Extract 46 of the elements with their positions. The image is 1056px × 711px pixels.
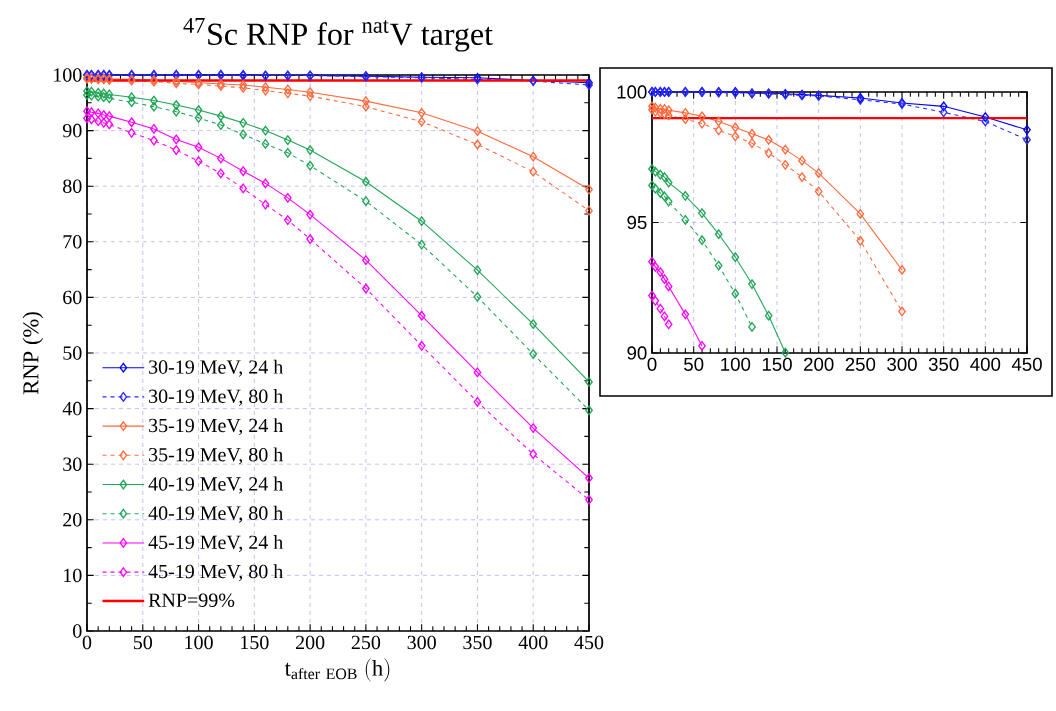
- x-tick-label: 400: [518, 635, 548, 650]
- x-tick-label: 0: [82, 635, 92, 650]
- y-tick-label: 70: [63, 235, 82, 249]
- x-tick-label: 450: [574, 635, 604, 650]
- x-tick-label: 100: [721, 357, 751, 371]
- x-tick-label: 200: [804, 357, 834, 371]
- y-axis-title: RNP (%): [22, 312, 44, 395]
- x-tick-label: 300: [887, 357, 917, 371]
- x-tick-label: 300: [407, 635, 436, 650]
- y-tick-label: 50: [63, 346, 82, 360]
- x-tick-label: 50: [133, 635, 153, 650]
- x-tick-label: 250: [845, 357, 876, 371]
- y-tick-label: 20: [63, 513, 82, 527]
- y-tick-label: 10: [64, 568, 82, 583]
- legend-label: 30-19 MeV, 24 h: [149, 359, 284, 377]
- legend-label: 40-19 MeV, 24 h: [148, 476, 284, 494]
- y-tick-label: 95: [627, 215, 647, 230]
- x-tick-label: 400: [970, 357, 1001, 371]
- x-tick-label: 350: [463, 635, 492, 650]
- x-tick-label: 100: [185, 635, 213, 650]
- legend-label: 40-19 MeV, 80 h: [148, 505, 284, 523]
- x-tick-label: 250: [351, 635, 381, 650]
- x-tick-label: 450: [1011, 357, 1042, 371]
- x-tick-label: 50: [684, 357, 704, 371]
- y-tick-label: 100: [617, 85, 647, 99]
- y-tick-label: 60: [63, 290, 82, 305]
- y-tick-label: 90: [62, 123, 82, 138]
- legend-label: 30-19 MeV, 80 h: [149, 388, 284, 406]
- y-tick-label: 30: [63, 457, 82, 471]
- x-tick-label: 150: [762, 357, 792, 371]
- x-tick-label: 350: [928, 357, 959, 371]
- y-tick-label: 40: [62, 401, 82, 416]
- legend-label: 35-19 MeV, 24 h: [149, 418, 284, 436]
- y-tick-label: 100: [54, 68, 82, 82]
- x-tick-label: 150: [241, 635, 269, 650]
- legend-label: 45-19 MeV, 80 h: [148, 564, 284, 582]
- chart-title: $^{47}$Sc RNP for $^{nat}$V target: [183, 17, 493, 52]
- y-tick-label: 80: [63, 179, 82, 193]
- legend-label: RNP=99%: [148, 593, 235, 607]
- x-tick-label: 200: [295, 635, 325, 650]
- legend-label: 35-19 MeV, 80 h: [149, 447, 284, 465]
- x-tick-label: 0: [647, 357, 657, 371]
- y-tick-label: 0: [73, 624, 82, 638]
- x-axis-title: $\mathrm{t}_{\mathrm{after\ EOB}}\ \mathrm{(h)}$: [284, 658, 390, 682]
- y-tick-label: 90: [627, 346, 647, 360]
- legend-label: 45-19 MeV, 24 h: [148, 535, 284, 552]
